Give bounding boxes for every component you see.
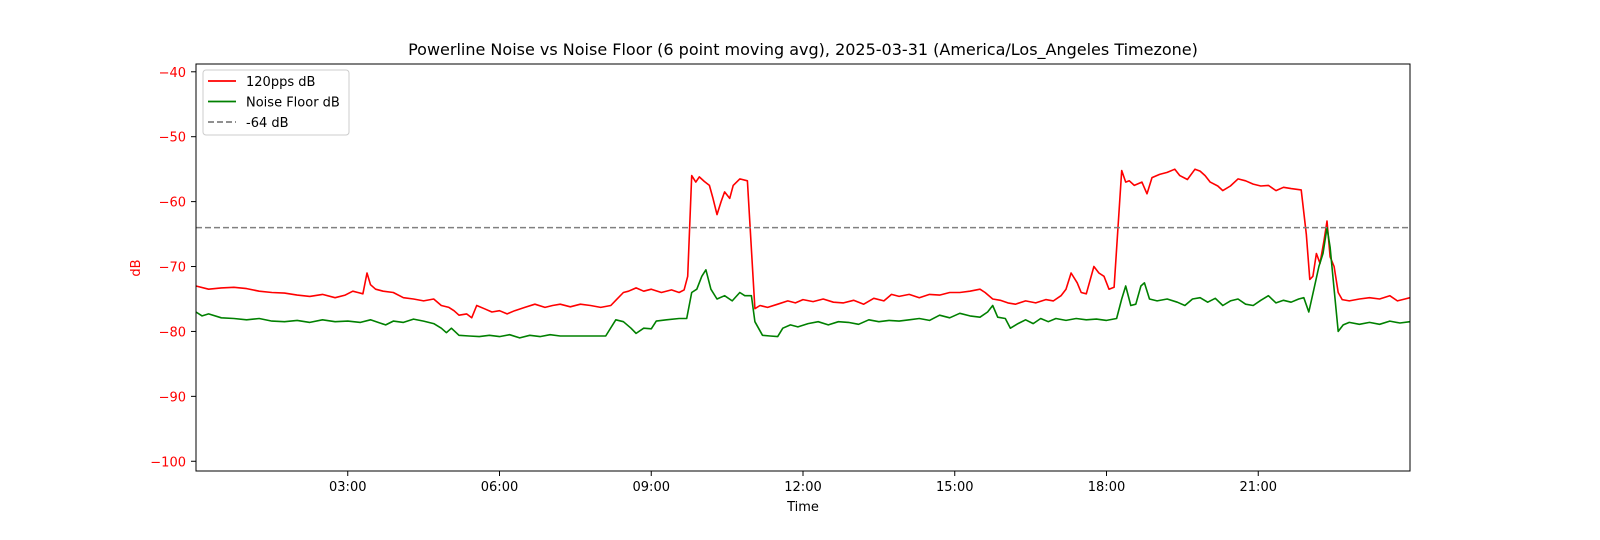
y-tick-label: −80	[159, 325, 186, 340]
series-line-noise-floor-db	[195, 226, 1411, 339]
x-tick-label: 18:00	[1088, 480, 1125, 495]
y-tick-label: −40	[159, 66, 186, 81]
x-axis-ticks: 03:00 06:00 09:00 12:00 15:00 18:00 21:00	[329, 471, 1277, 495]
series-line-120pps-db	[195, 168, 1411, 319]
x-tick-label: 15:00	[936, 480, 973, 495]
plot-frame	[195, 63, 1411, 472]
x-tick-label: 09:00	[633, 480, 670, 495]
y-axis-ticks: −40 −50 −60 −70 −80 −90 −100	[150, 66, 196, 470]
x-tick-label: 03:00	[329, 480, 366, 495]
legend: 120pps dB Noise Floor dB -64 dB	[202, 69, 350, 136]
x-tick-label: 06:00	[481, 480, 518, 495]
legend-label-noise-floor-db: Noise Floor dB	[246, 96, 340, 111]
y-tick-label: −70	[159, 261, 186, 276]
legend-box	[202, 69, 350, 136]
x-axis-label: Time	[786, 500, 819, 515]
y-tick-label: −50	[159, 131, 186, 146]
y-tick-label: −90	[159, 390, 186, 405]
legend-label-64-db: -64 dB	[246, 116, 289, 131]
x-tick-label: 12:00	[784, 480, 821, 495]
y-tick-label: −60	[159, 196, 186, 211]
y-axis-label: dB	[129, 259, 144, 276]
chart-title: Powerline Noise vs Noise Floor (6 point …	[408, 40, 1198, 60]
legend-label-120pps-db: 120pps dB	[246, 75, 315, 90]
y-tick-label: −100	[150, 455, 186, 470]
x-tick-label: 21:00	[1240, 480, 1277, 495]
plot-series	[195, 168, 1411, 339]
